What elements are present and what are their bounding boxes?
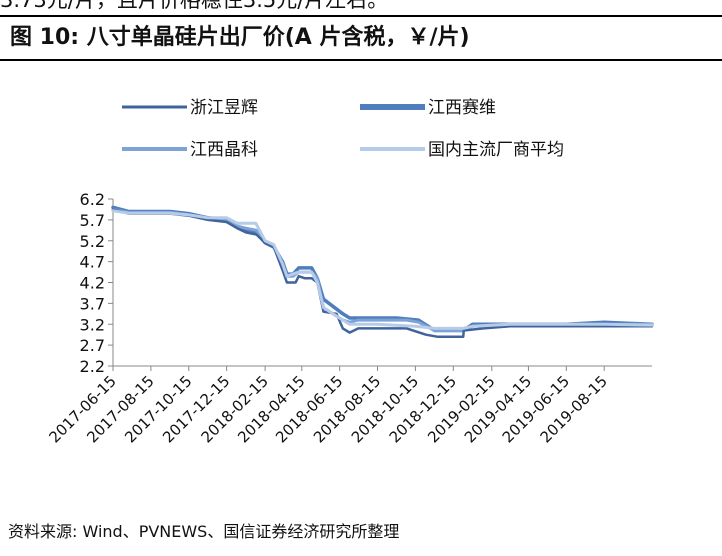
legend-label-zhejiang-xinghui: 浙江昱辉 — [190, 98, 258, 118]
header-rule — [0, 15, 722, 17]
y-tick-label: 2.7 — [80, 336, 105, 355]
legend: 浙江昱辉 江西赛维 江西晶科 国内主流厂商平均 — [122, 97, 564, 160]
figure-title: 图 10: 八寸单晶硅片出厂价(A 片含税，￥/片) — [10, 25, 470, 50]
legend-label-jiangxi-saiwei: 江西赛维 — [428, 97, 496, 118]
y-tick-label: 4.2 — [80, 274, 105, 293]
x-axis-ticks: 2017-06-152017-08-152017-10-152017-12-15… — [45, 366, 611, 446]
series-line-jiangxi-saiwei — [111, 205, 654, 333]
y-tick-label: 5.7 — [80, 211, 105, 230]
y-tick-label: 5.2 — [80, 232, 105, 251]
y-tick-label: 4.7 — [80, 253, 105, 272]
legend-label-domestic-average: 国内主流厂商平均 — [428, 140, 564, 160]
series-line-jiangxi-jingke — [111, 207, 654, 332]
y-tick-label: 6.2 — [80, 190, 105, 209]
y-tick-label: 3.2 — [80, 315, 105, 334]
y-tick-label: 2.2 — [80, 357, 105, 376]
source-note: 资料来源: Wind、PVNEWS、国信证券经济研究所整理 — [8, 522, 400, 541]
series-line-domestic-average — [111, 209, 654, 330]
title-rule — [0, 59, 722, 61]
y-tick-label: 3.7 — [80, 294, 105, 313]
y-axis-ticks: 6.2 5.7 5.2 4.7 4.23.7 3.2 2.7 2.2 — [80, 190, 113, 376]
series-lines — [111, 205, 654, 339]
previous-paragraph-fragment: 3.73元/片，且片价格稳住3.5元/片左右。 — [0, 0, 389, 12]
legend-label-jiangxi-jingke: 江西晶科 — [190, 140, 258, 160]
plot-area: 6.2 5.7 5.2 4.7 4.23.7 3.2 2.7 2.2 2017-06-1520… — [45, 190, 654, 446]
